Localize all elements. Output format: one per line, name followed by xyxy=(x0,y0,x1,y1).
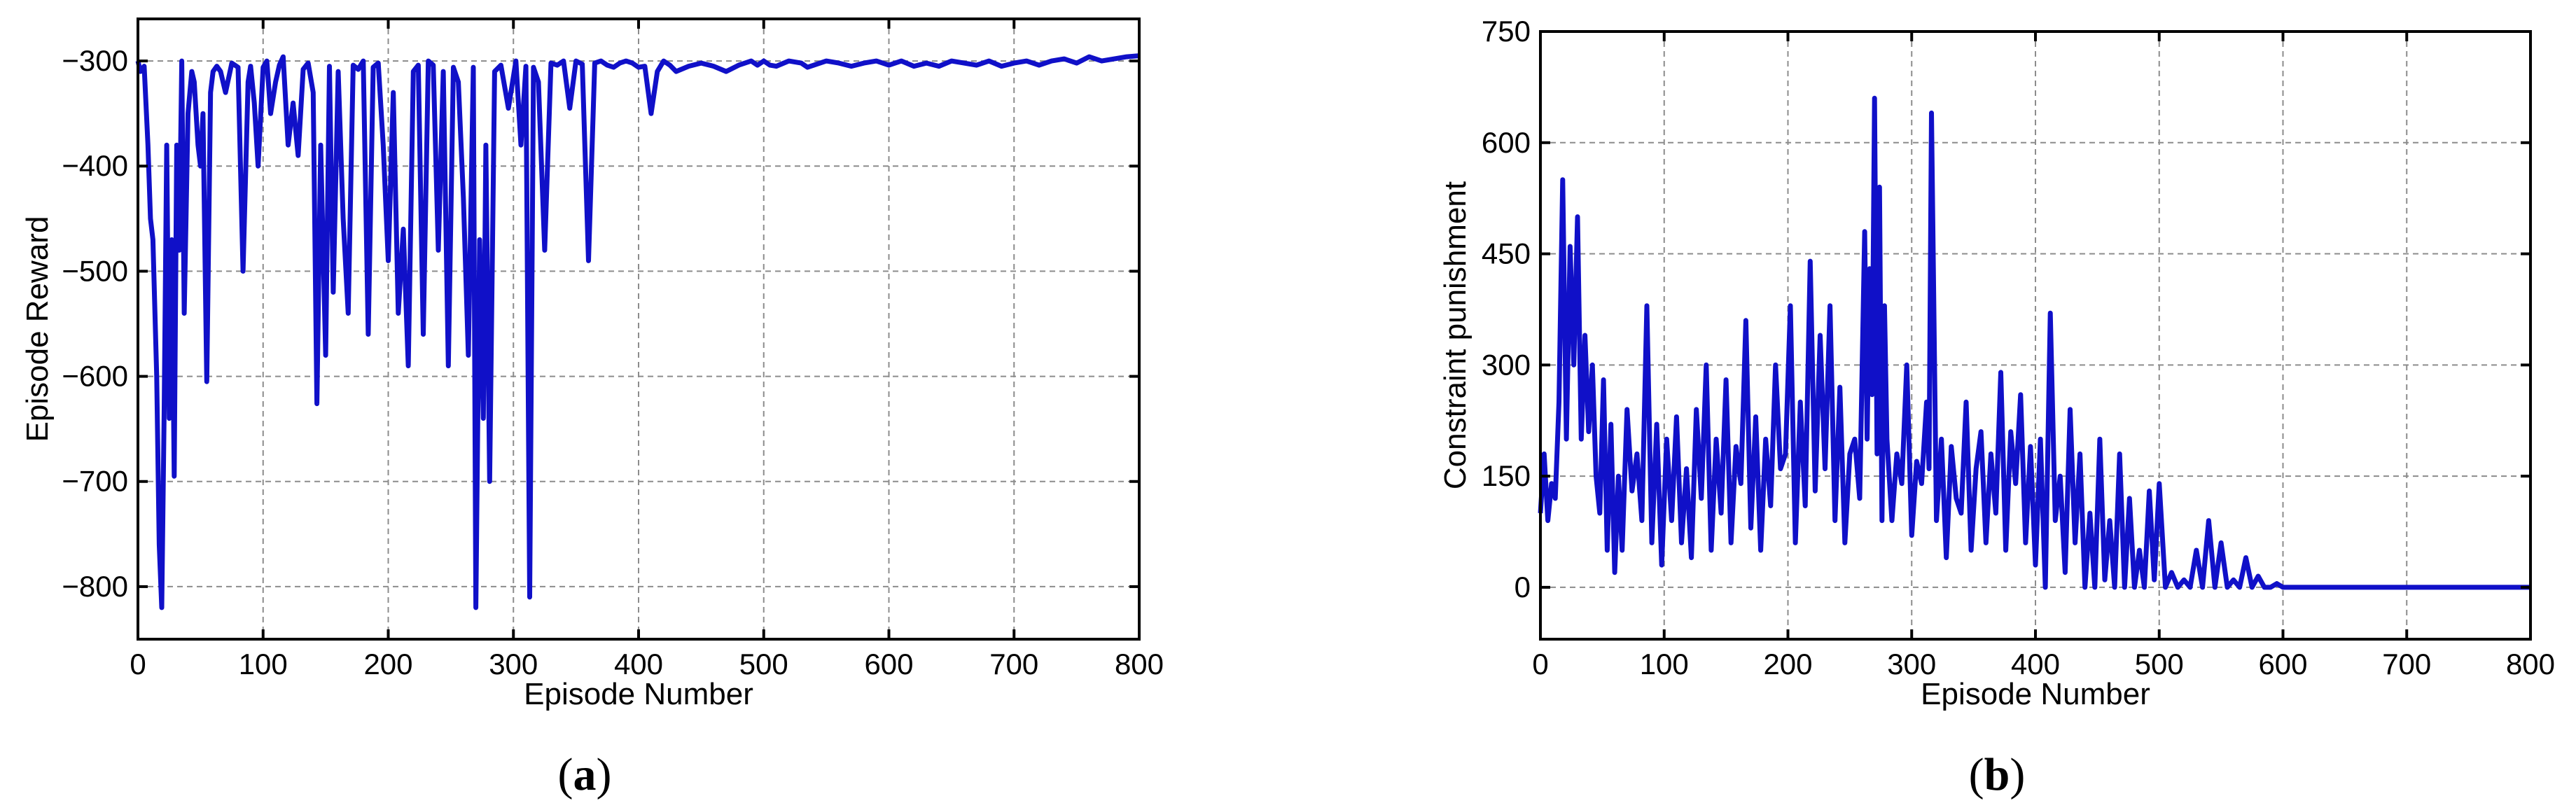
x-tick-label: 800 xyxy=(1115,648,1164,680)
data-series-line xyxy=(1538,95,2530,590)
data-series-line xyxy=(135,53,1140,610)
x-tick-label: 800 xyxy=(2506,648,2555,680)
x-tick-label: 500 xyxy=(2135,648,2184,680)
chart-panel-b: 0 100 200 300 400 500 600 700 800 0 150 300 450 600 75… xyxy=(1438,15,2555,800)
y-tick-label: −600 xyxy=(62,360,128,393)
x-tick-label: 400 xyxy=(614,648,663,680)
panel-label: (b) xyxy=(1969,749,2026,800)
x-tick-label: 200 xyxy=(1763,648,1812,680)
x-tick-label: 600 xyxy=(2258,648,2307,680)
x-tick-label: 300 xyxy=(1887,648,1936,680)
x-tick-label: 0 xyxy=(130,648,146,680)
y-tick-label: −300 xyxy=(62,44,128,77)
x-tick-label: 500 xyxy=(739,648,788,680)
y-tick-label: −700 xyxy=(62,465,128,498)
y-tick-label: 150 xyxy=(1482,459,1531,492)
x-axis-title: Episode Number xyxy=(524,677,753,711)
x-axis-title: Episode Number xyxy=(1921,677,2150,711)
y-tick-label: −500 xyxy=(62,254,128,287)
x-tick-label: 100 xyxy=(239,648,288,680)
y-axis-title: Episode Reward xyxy=(20,216,55,442)
y-tick-label: 750 xyxy=(1482,15,1531,48)
y-tick-label: −800 xyxy=(62,570,128,603)
y-tick-label: −400 xyxy=(62,149,128,182)
y-tick-label: 300 xyxy=(1482,348,1531,381)
chart-panel-a: 0 100 200 300 400 500 600 700 800 −300 −400 −500 −60… xyxy=(20,18,1164,800)
x-tick-label: 0 xyxy=(1532,648,1548,680)
x-tick-label: 100 xyxy=(1640,648,1689,680)
panel-label: (a) xyxy=(558,749,612,800)
x-tick-label: 600 xyxy=(864,648,913,680)
y-tick-label: 450 xyxy=(1482,237,1531,270)
x-tick-label: 700 xyxy=(989,648,1038,680)
x-tick-label: 200 xyxy=(363,648,412,680)
y-tick-label: 0 xyxy=(1515,571,1531,603)
x-tick-label: 400 xyxy=(2011,648,2060,680)
y-tick-label: 600 xyxy=(1482,126,1531,159)
x-tick-label: 300 xyxy=(489,648,538,680)
y-axis-title: Constraint punishment xyxy=(1438,181,1473,489)
x-tick-label: 700 xyxy=(2382,648,2431,680)
